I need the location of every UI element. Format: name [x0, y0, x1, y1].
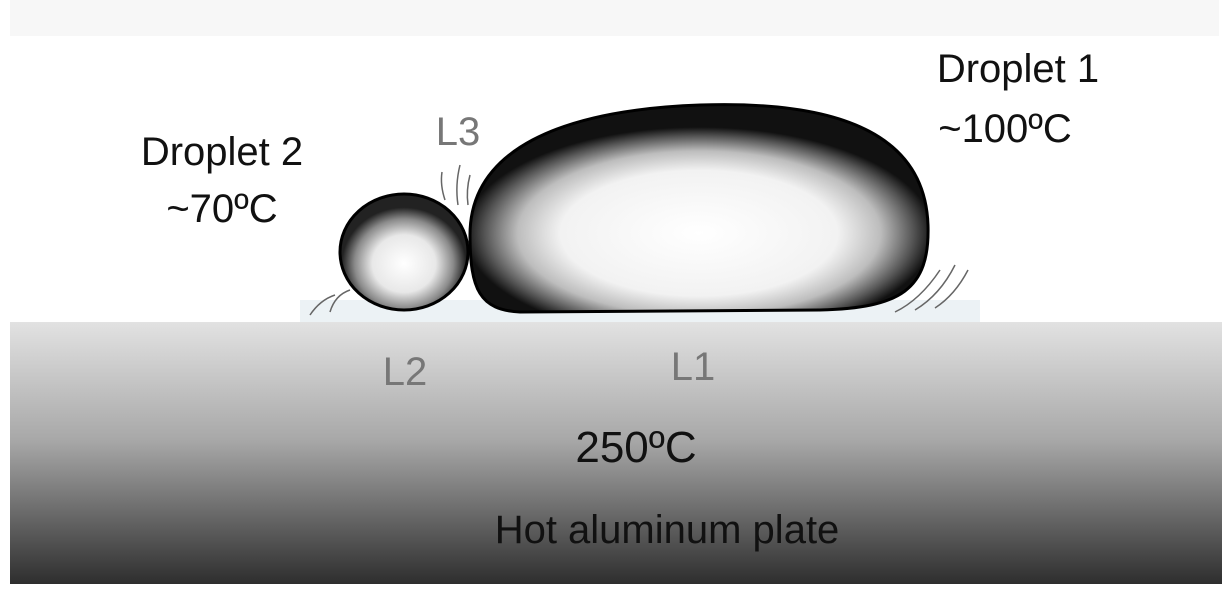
plate-name: Hot aluminum plate [495, 508, 840, 552]
droplet-1 [470, 105, 928, 312]
l1-label: L1 [671, 345, 716, 389]
top-band [10, 0, 1219, 36]
droplet-2 [340, 194, 468, 310]
droplet2-temp: ~70ºC [166, 187, 277, 231]
diagram: Droplet 1 ~100ºC Droplet 2 ~70ºC L3 L2 L… [0, 0, 1229, 584]
droplet1-temp: ~100ºC [938, 107, 1072, 151]
l2-label: L2 [383, 350, 428, 394]
l3-label: L3 [436, 110, 481, 154]
plate-temp: 250ºC [575, 423, 696, 472]
droplet2-name: Droplet 2 [141, 130, 303, 174]
droplet1-name: Droplet 1 [937, 47, 1099, 91]
